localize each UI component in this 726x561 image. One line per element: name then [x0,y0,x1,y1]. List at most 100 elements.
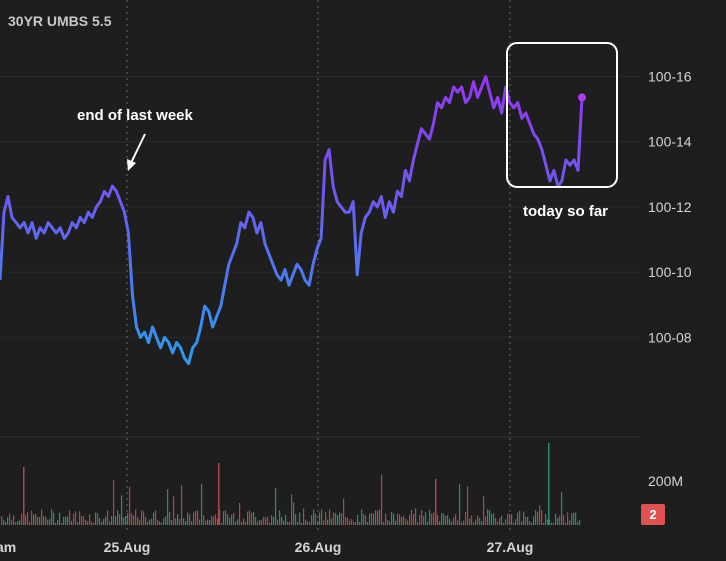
volume-bar [323,520,325,525]
volume-bar [27,512,29,525]
volume-bar [49,519,51,525]
volume-badge: 2 [641,504,665,525]
volume-bar [507,513,509,525]
volume-bar [563,514,565,525]
volume-bars [1,443,581,525]
volume-bar [77,521,79,525]
volume-bar [385,513,387,525]
volume-bar [487,509,489,525]
volume-bar [315,513,317,525]
volume-bar [391,511,393,525]
volume-bar [329,509,331,525]
volume-bar [69,510,71,525]
volume-bar [213,516,215,525]
volume-bar [267,516,269,525]
volume-bar [3,519,5,525]
volume-bar [409,514,411,525]
volume-bar [159,521,161,525]
volume-bar [275,487,277,525]
volume-bar [577,521,579,525]
volume-bar [565,522,567,525]
volume-bar [169,511,171,525]
volume-bar [557,517,559,525]
volume-bar [211,516,213,525]
volume-bar [279,510,281,525]
volume-bar [327,519,329,525]
volume-bar [5,521,7,525]
volume-bar [133,515,135,525]
volume-bar [497,521,499,525]
volume-bar [113,480,115,525]
volume-bar [129,486,131,525]
volume-bar [251,512,253,525]
annotation-end-of-last-week: end of last week [77,107,194,124]
volume-bar [423,515,425,525]
volume-bar [25,515,27,525]
volume-bar [331,518,333,525]
volume-bar [217,518,219,525]
y-tick-label: 100-12 [648,199,692,215]
volume-bar [519,510,521,525]
volume-bar [37,516,39,525]
volume-bar [43,516,45,525]
volume-bar [501,515,503,525]
volume-bar [311,515,313,525]
x-tick-label: 27.Aug [487,539,534,555]
volume-bar [417,522,419,525]
volume-bar [97,512,99,525]
volume-bar [411,509,413,525]
volume-bar [381,474,383,525]
volume-bar [21,513,23,525]
volume-bar [431,513,433,525]
volume-bar [65,516,67,525]
y-tick-label: 100-10 [648,264,692,280]
volume-bar [75,511,77,525]
annotation-today-so-far: today so far [523,203,608,220]
volume-bar [145,517,147,525]
volume-bar [237,519,239,525]
volume-bar [23,467,25,525]
volume-bar [105,516,107,525]
volume-bar [399,514,401,525]
volume-bar [533,516,535,525]
volume-bar [39,517,41,525]
volume-bar [477,515,479,525]
volume-bar [15,522,17,525]
volume-bar [371,513,373,525]
volume-bar [535,509,537,525]
volume-bar [265,517,267,525]
volume-bar [201,483,203,525]
volume-bar [181,484,183,525]
volume-bar [55,522,57,525]
volume-bar [351,519,353,525]
volume-bar [295,514,297,525]
volume-bar [441,513,443,525]
volume-bar [227,514,229,525]
volume-bar [121,495,123,525]
volume-bar [375,510,377,525]
y-tick-label: 100-08 [648,329,692,345]
volume-bar [397,513,399,525]
volume-bar [301,522,303,525]
volume-bar [155,510,157,525]
volume-bar [309,521,311,525]
volume-bar [337,515,339,525]
volume-bar [281,517,283,525]
x-tick-label: am [0,539,16,555]
volume-bar [111,516,113,525]
volume-bar [335,513,337,525]
volume-bar [505,519,507,525]
annotation-arrow-head [127,159,136,171]
volume-bar [545,514,547,525]
volume-bar [141,510,143,525]
volume-bar [29,521,31,525]
price-line [0,75,584,365]
volume-bar [243,518,245,525]
volume-bar [101,521,103,525]
volume-bar [185,521,187,525]
volume-bar [463,520,465,525]
volume-bar [91,521,93,525]
volume-bar [453,517,455,525]
volume-bar [285,514,287,525]
volume-bar [467,486,469,525]
